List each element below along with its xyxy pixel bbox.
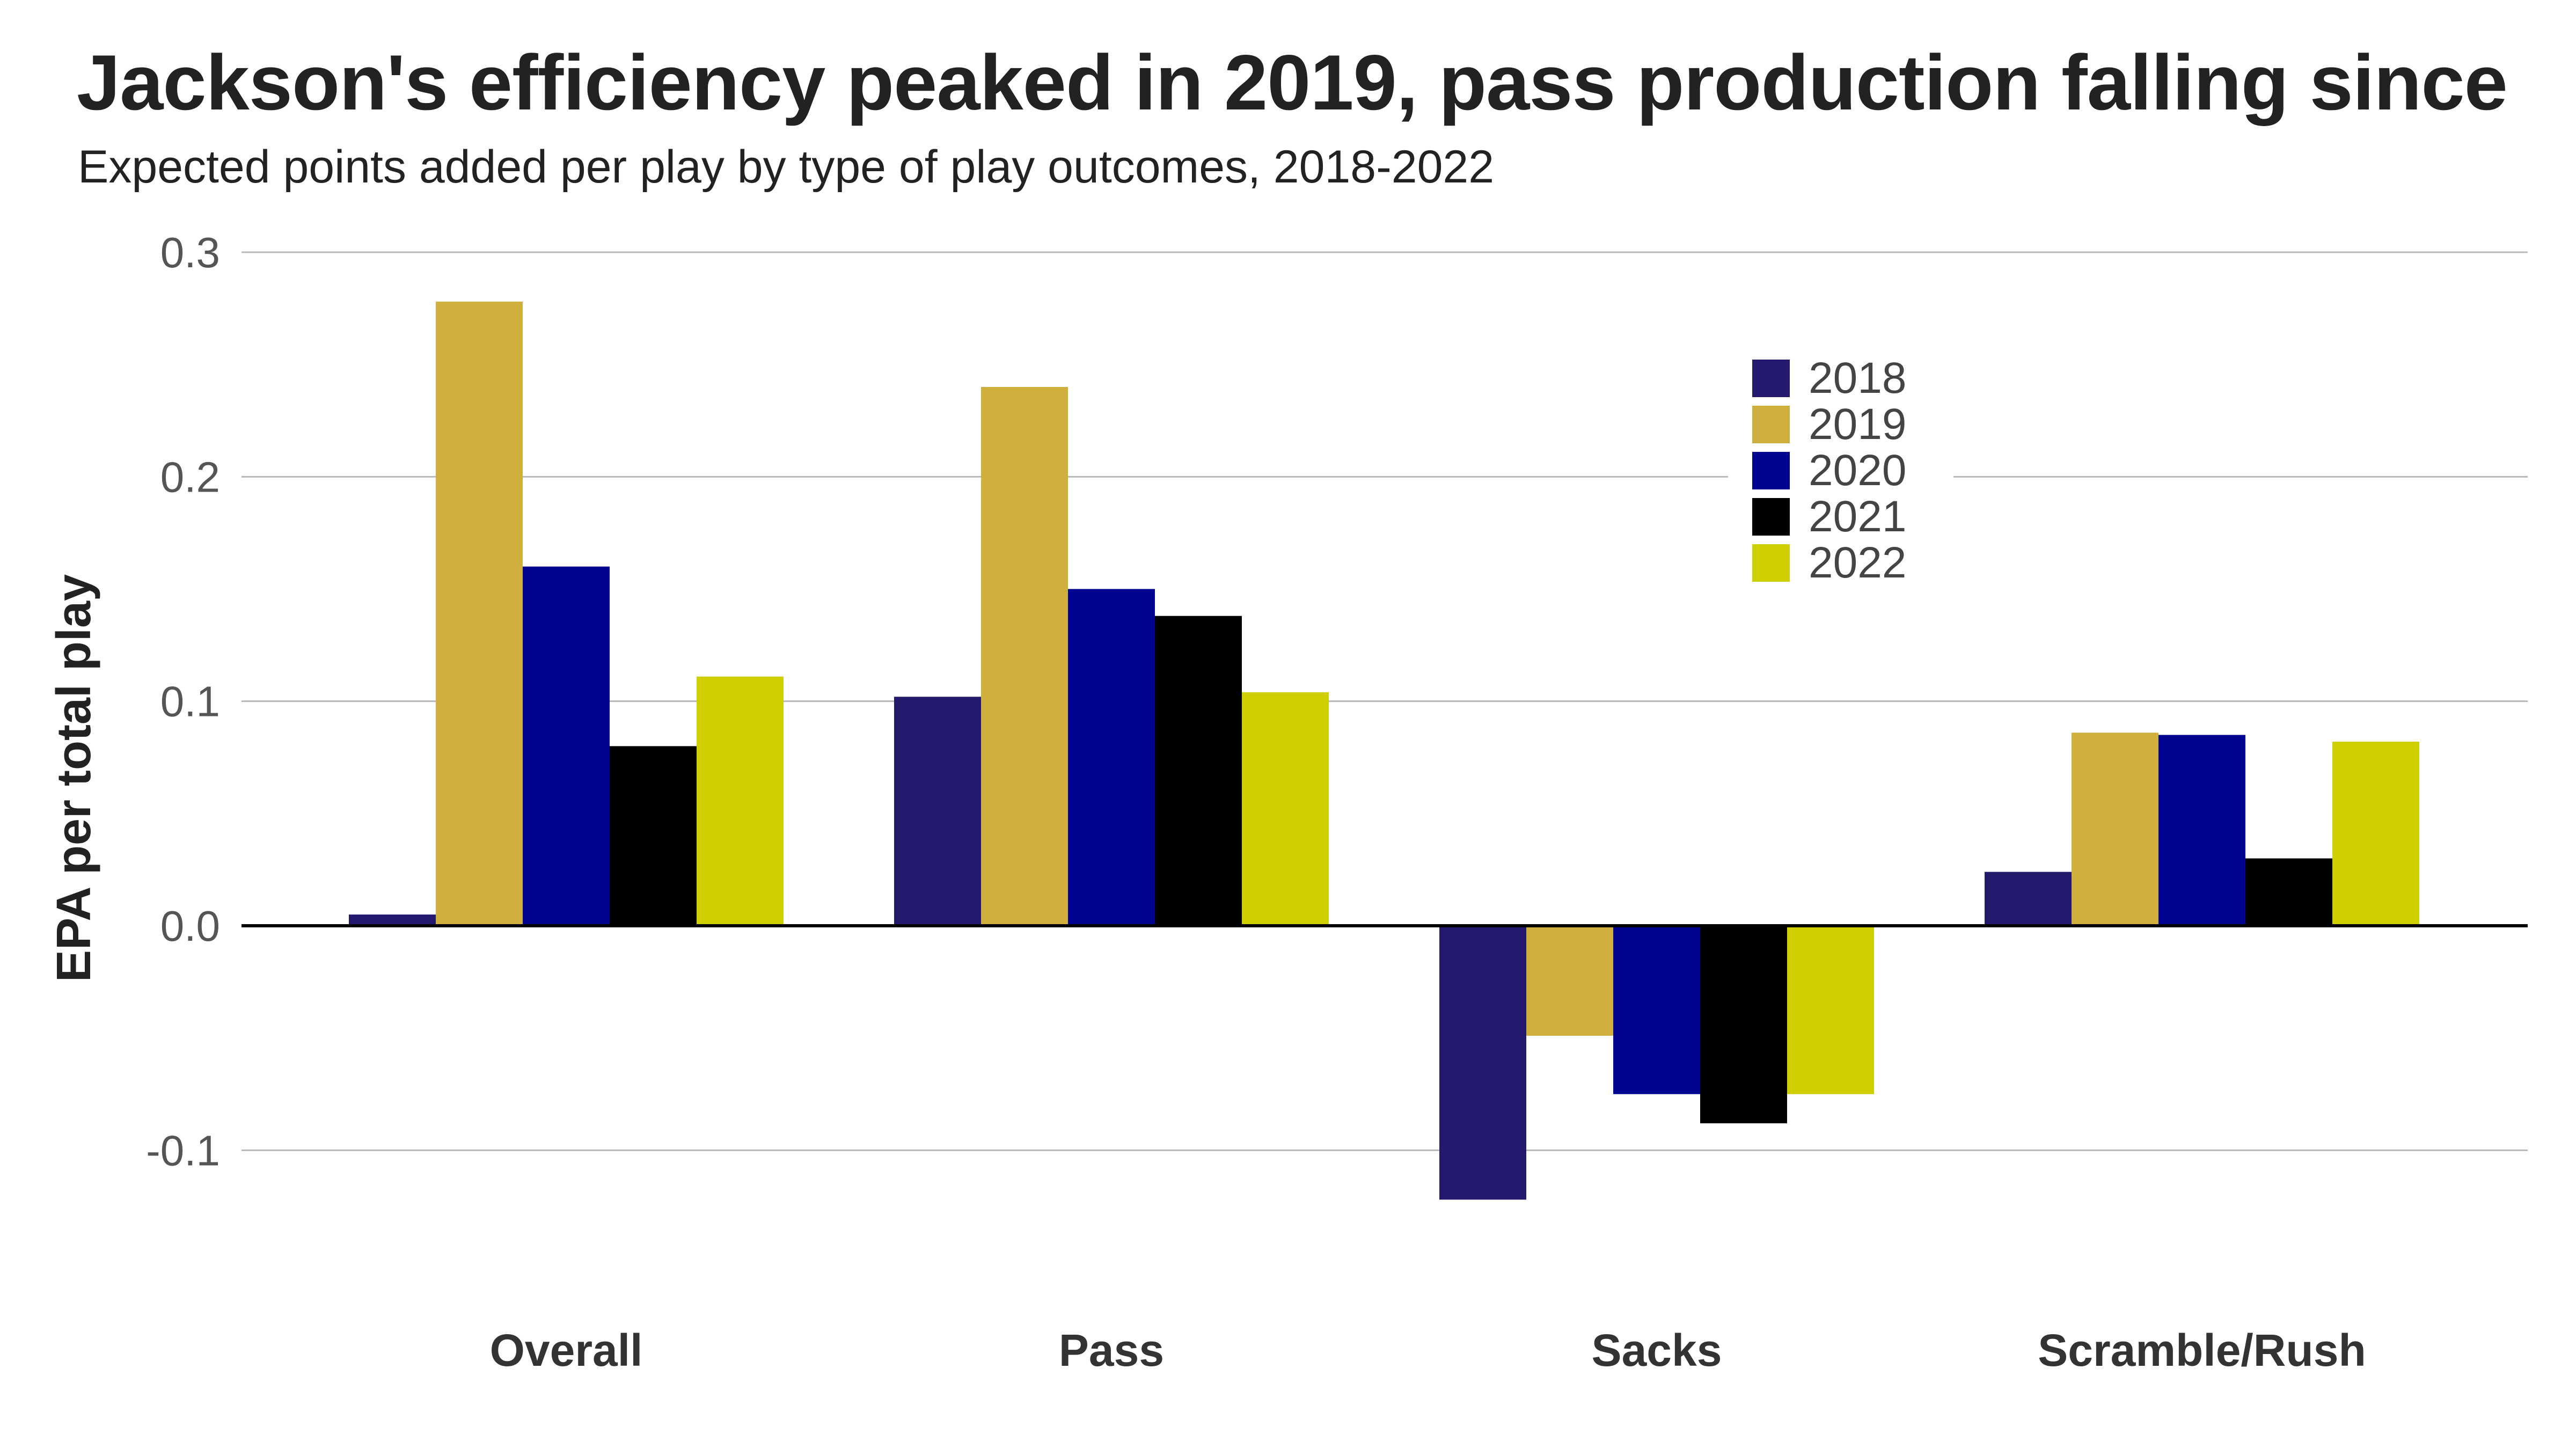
chart-title: Jackson's efficiency peaked in 2019, pas…	[77, 39, 2508, 126]
bar-2021-scramble-rush	[2245, 858, 2332, 926]
x-tick-label: Scramble/Rush	[2038, 1325, 2366, 1375]
x-tick-label: Sacks	[1592, 1325, 1722, 1375]
bar-2018-overall	[349, 914, 436, 926]
legend-label: 2018	[1809, 354, 1906, 402]
y-tick-label: -0.1	[146, 1126, 220, 1174]
bar-2019-sacks	[1526, 926, 1613, 1036]
legend-label: 2022	[1809, 538, 1906, 587]
legend-swatch	[1752, 406, 1790, 443]
x-tick-label: Overall	[490, 1325, 643, 1375]
bar-2022-pass	[1242, 692, 1329, 926]
legend-label: 2019	[1809, 400, 1906, 449]
y-tick-label: 0.3	[160, 229, 220, 276]
x-tick-label: Pass	[1059, 1325, 1164, 1375]
legend-swatch	[1752, 498, 1790, 536]
legend-label: 2020	[1809, 446, 1906, 495]
chart-subtitle: Expected points added per play by type o…	[78, 141, 1495, 193]
bar-2019-pass	[981, 387, 1068, 926]
legend-swatch	[1752, 452, 1790, 489]
legend-swatch	[1752, 360, 1790, 397]
bar-2021-pass	[1155, 616, 1242, 926]
bar-2022-scramble-rush	[2332, 741, 2419, 926]
bar-2022-sacks	[1787, 926, 1874, 1094]
bar-2018-pass	[894, 697, 981, 926]
y-tick-label: 0.1	[160, 678, 220, 726]
axes: 0.3 0.2 0.1 0.0 -0.1 Overall Pass Sacks Scramble…	[146, 229, 2528, 1375]
bar-2020-scramble-rush	[2158, 735, 2245, 926]
y-tick-label: 0.0	[160, 902, 220, 950]
bar-2020-pass	[1068, 589, 1155, 926]
legend-swatch	[1752, 544, 1790, 582]
bar-2020-overall	[523, 566, 610, 926]
gridlines	[241, 251, 2528, 1151]
bar-2022-overall	[697, 676, 784, 926]
legend-label: 2021	[1809, 492, 1906, 541]
bars	[349, 302, 2419, 1200]
bar-2020-sacks	[1613, 926, 1700, 1094]
y-tick-label: 0.2	[160, 453, 220, 501]
bar-2018-scramble-rush	[1985, 872, 2072, 926]
bar-2019-overall	[436, 302, 523, 926]
bar-2021-sacks	[1700, 926, 1787, 1124]
y-axis-label: EPA per total play	[47, 574, 101, 982]
bar-2019-scramble-rush	[2072, 733, 2158, 926]
bar-2018-sacks	[1439, 926, 1526, 1200]
bar-2021-overall	[610, 746, 697, 926]
